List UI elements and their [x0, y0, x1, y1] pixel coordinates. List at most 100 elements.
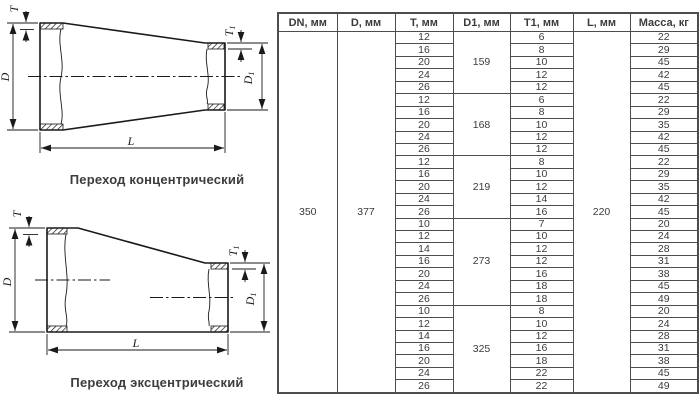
cell-t: 24 [394, 279, 454, 294]
cell-mass: 35 [629, 118, 699, 132]
label-T: T [7, 4, 21, 12]
break-line [207, 268, 211, 327]
drawings-panel: D T T1 [0, 0, 277, 403]
cell-t: 24 [394, 366, 454, 381]
cell-t: 16 [394, 254, 454, 269]
cell-t1: 18 [509, 279, 574, 294]
table-row: 26 22 49 [278, 379, 699, 394]
cell-t1: 16 [509, 341, 574, 356]
table-header: DN, мм D, мм T, мм D1, мм T1, мм L, мм Масса, … [277, 12, 699, 32]
concentric-reducer-svg: D T T1 [0, 4, 268, 153]
cell-t: 26 [394, 80, 454, 95]
dimensions-table: DN, мм D, мм T, мм D1, мм T1, мм L, мм Масса, … [277, 12, 699, 394]
break-line [64, 233, 68, 327]
cell-d1: 273 [452, 217, 511, 306]
cell-t1: 22 [509, 366, 574, 381]
dimension-T1 [230, 250, 270, 282]
cell-t1: 12 [509, 329, 574, 343]
cell-d1: 159 [452, 30, 511, 95]
dimension-L [39, 112, 226, 153]
cell-t: 20 [394, 55, 454, 70]
cell-mass: 29 [629, 105, 699, 120]
header-row: DN, мм D, мм T, мм D1, мм T1, мм L, мм Масса, … [277, 12, 699, 32]
cell-mass: 45 [629, 80, 699, 95]
table-row: 12 10 24 [278, 229, 699, 244]
table-row: 12 10 24 [278, 317, 699, 331]
cell-t1: 18 [509, 354, 574, 368]
cell-t: 10 [394, 304, 454, 319]
cell-mass: 22 [629, 93, 699, 107]
column-header-1: D, мм [336, 12, 396, 32]
cell-t1: 8 [509, 155, 574, 169]
cell-mass: 45 [629, 55, 699, 70]
cell-t1: 8 [509, 304, 574, 319]
table-row: 12 219 8 22 [278, 155, 699, 219]
cell-mass: 45 [629, 366, 699, 381]
cell-t1: 7 [509, 217, 574, 232]
cell-t1: 12 [509, 180, 574, 194]
weld-bevel-hatch [46, 227, 229, 333]
column-header-6: Масса, кг [629, 12, 699, 32]
cell-d1: 325 [452, 304, 511, 394]
table-row: 24 14 42 [278, 192, 699, 207]
cell-t1: 12 [509, 80, 574, 95]
dimension-D1 [227, 42, 268, 111]
dimension-T1 [228, 30, 252, 62]
cell-t1: 12 [509, 68, 574, 82]
table-row: 24 12 42 [278, 130, 699, 144]
cell-t1: 22 [509, 379, 574, 394]
cell-t: 20 [394, 267, 454, 281]
table-row: 24 22 45 [278, 366, 699, 381]
eccentric-reducer-svg: D T T1 [0, 209, 270, 355]
cell-mass: 22 [629, 155, 699, 169]
table-row: 10 273 7 20 [278, 217, 699, 306]
cell-t: 10 [394, 217, 454, 232]
table-row: 26 16 45 [278, 205, 699, 219]
table-row: 26 18 49 [278, 292, 699, 306]
cell-t: 14 [394, 242, 454, 256]
label-D1: D1 [243, 293, 258, 307]
label-T1: T1 [222, 26, 237, 37]
cell-t1: 18 [509, 292, 574, 306]
table-row: 16 8 29 [278, 43, 699, 57]
dimension-T [23, 216, 38, 247]
table-row: 14 12 28 [278, 242, 699, 256]
cell-t1: 8 [509, 43, 574, 57]
column-header-5: L, мм [572, 12, 631, 32]
table-row: 20 10 35 [278, 118, 699, 132]
table-row: 10 325 8 20 [278, 304, 699, 394]
eccentric-reducer-drawing: D T T1 [0, 195, 277, 370]
cell-mass: 20 [629, 217, 699, 232]
cell-t1: 16 [509, 267, 574, 281]
label-L: L [127, 134, 135, 148]
dimension-D [9, 227, 45, 333]
label-D1: D1 [241, 72, 256, 86]
cell-t: 16 [394, 341, 454, 356]
column-header-3: D1, мм [452, 12, 511, 32]
cell-t1: 10 [509, 317, 574, 331]
cell-d1: 168 [452, 93, 511, 157]
table-row: 24 12 42 [278, 68, 699, 82]
cell-mass: 45 [629, 205, 699, 219]
break-line [59, 28, 63, 125]
cell-t1: 16 [509, 205, 574, 219]
cell-mass: 42 [629, 192, 699, 207]
cell-mass: 24 [629, 317, 699, 331]
cell-t: 20 [394, 354, 454, 368]
concentric-reducer-drawing: D T T1 [0, 0, 277, 168]
table-body: 350 377 12 159 6 220 22 16 8 29 20 10 45 24 12 42 26 12 45… [277, 30, 699, 394]
cell-t: 16 [394, 43, 454, 57]
dimension-L [46, 334, 229, 355]
cell-l: 220 [572, 31, 631, 394]
dimension-D [7, 22, 38, 131]
break-line [205, 48, 209, 105]
cell-t: 20 [394, 118, 454, 132]
cell-mass: 42 [629, 68, 699, 82]
eccentric-caption: Переход эксцентрический [70, 375, 244, 390]
label-D: D [0, 277, 14, 287]
cell-t: 16 [394, 167, 454, 182]
cell-t1: 10 [509, 167, 574, 182]
cell-mass: 22 [629, 30, 699, 45]
cell-t1: 6 [509, 30, 574, 45]
